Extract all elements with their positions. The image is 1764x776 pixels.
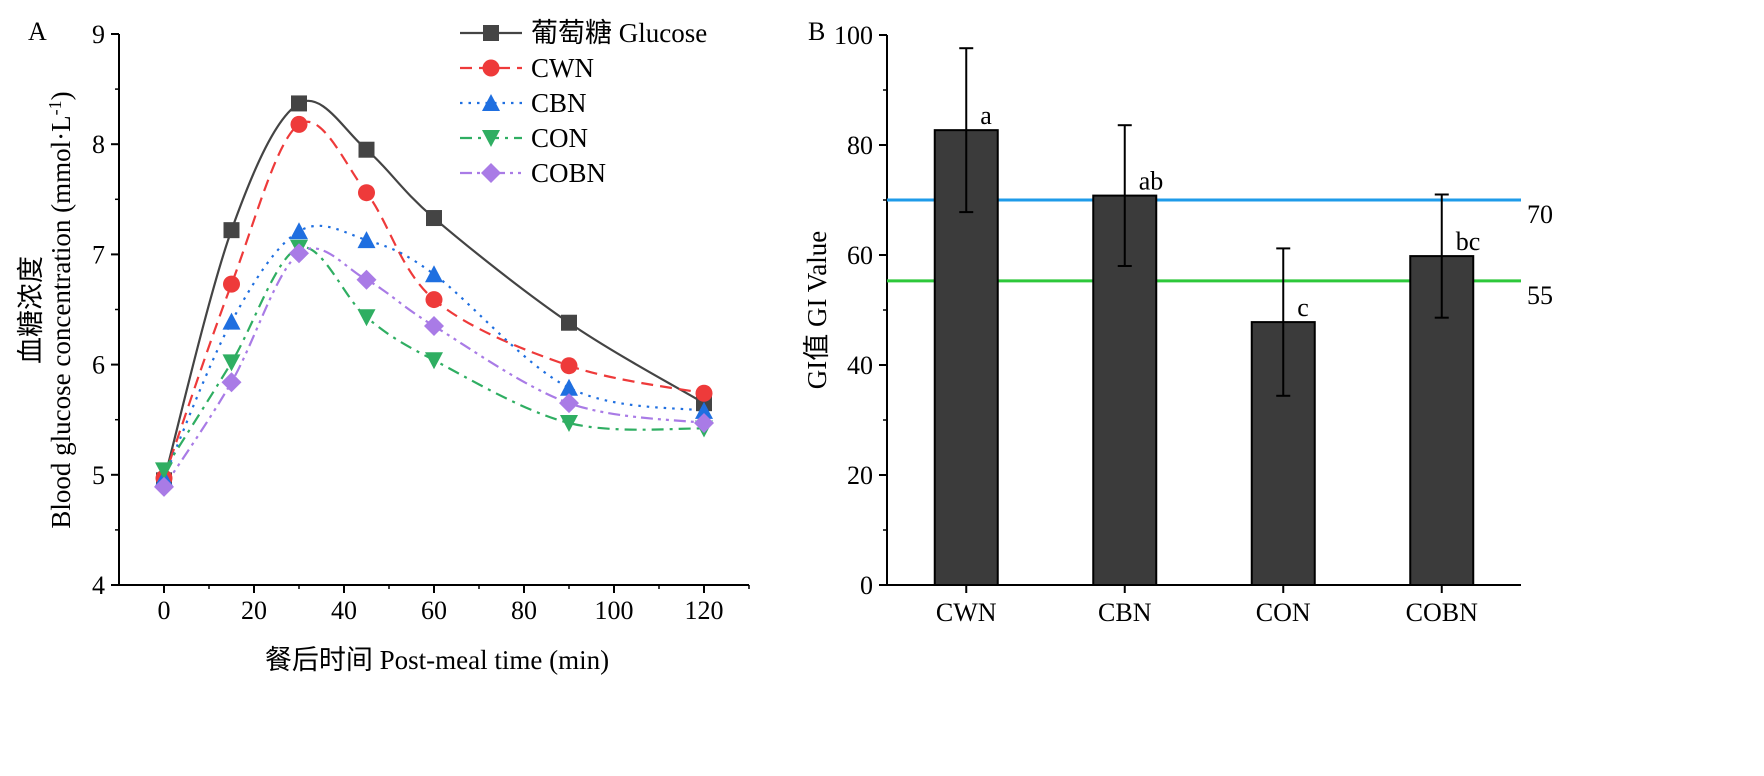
- panel-b-bars: CWN a CBN ab CON c COBN bc: [933, 47, 1481, 627]
- category-label-CBN: CBN: [1098, 598, 1152, 627]
- data-point-series-2: [695, 401, 713, 419]
- panel-a-x-tick-label: 40: [331, 596, 357, 625]
- data-point-series-2: [290, 222, 308, 240]
- panel-a-legend: 葡萄糖 Glucose CWN CBN CON COBN: [460, 18, 707, 188]
- data-point-series-2: [357, 231, 376, 249]
- panel-a-series-markers: [154, 95, 714, 497]
- panel-a-y-tick-label: 7: [92, 240, 105, 269]
- panel-a-y-tick-label: 6: [92, 351, 105, 380]
- legend-marker-2: [482, 94, 500, 111]
- data-point-series-3: [357, 309, 376, 327]
- significance-label-COBN: bc: [1456, 227, 1481, 256]
- category-label-CWN: CWN: [936, 598, 997, 627]
- data-point-series-4: [289, 243, 309, 264]
- panel-b-y-axis-title: GI值 GI Value: [802, 231, 832, 389]
- category-label-COBN: COBN: [1406, 598, 1478, 627]
- category-label-CON: CON: [1256, 598, 1311, 627]
- data-point-series-1: [358, 184, 375, 202]
- data-point-series-4: [221, 372, 242, 393]
- legend-label-3: CON: [531, 123, 588, 153]
- panel-b-y-tick-label: 80: [847, 131, 873, 160]
- panel-b-y-tick-label: 0: [860, 571, 873, 600]
- data-point-series-0: [223, 222, 240, 239]
- legend-label-2: CBN: [531, 88, 587, 118]
- panel-a-y-tick-label: 5: [92, 461, 105, 490]
- significance-label-CWN: a: [980, 101, 992, 130]
- data-point-series-0: [291, 95, 307, 112]
- panel-b-y-tick-label: 40: [847, 351, 873, 380]
- data-point-series-4: [694, 413, 714, 434]
- panel-a-y-axis-title-en: Blood glucose concentration (mmol·L-1): [45, 91, 76, 528]
- legend-label-1: CWN: [531, 53, 594, 83]
- reference-line-label-0: 70: [1527, 200, 1553, 229]
- y-title-en-main: Blood glucose concentration (mmol·L: [46, 115, 76, 528]
- data-point-series-4: [154, 476, 174, 497]
- panel-a-y-tick-label: 8: [92, 130, 105, 159]
- data-point-series-1: [223, 275, 240, 293]
- panel-b-label: B: [808, 17, 825, 46]
- legend-marker-4: [481, 163, 501, 183]
- data-point-series-3: [155, 462, 173, 480]
- data-point-series-1: [425, 291, 443, 309]
- data-point-series-0: [358, 141, 375, 158]
- panel-a-y-tick-label: 4: [92, 571, 105, 600]
- data-point-series-3: [560, 415, 578, 433]
- y-title-en-superscript: -1: [45, 100, 65, 115]
- data-point-series-3: [222, 354, 241, 372]
- data-point-series-1: [290, 115, 308, 133]
- legend-marker-0: [483, 25, 499, 41]
- data-point-series-2: [425, 265, 443, 283]
- data-point-series-1: [560, 357, 578, 375]
- data-point-series-4: [356, 269, 377, 290]
- panel-a-x-tick-label: 60: [421, 596, 447, 625]
- panel-a-y-tick-label: 9: [92, 20, 105, 49]
- panel-b-y-tick-label: 20: [847, 461, 873, 490]
- data-point-series-0: [426, 210, 442, 227]
- reference-line-label-1: 55: [1527, 281, 1553, 310]
- legend-label-4: COBN: [531, 158, 606, 188]
- panel-a-x-tick-label: 0: [158, 596, 171, 625]
- legend-marker-3: [482, 130, 500, 147]
- panel-a-label: A: [28, 17, 47, 46]
- panel-a-x-tick-label: 20: [241, 596, 267, 625]
- series-line-2: [162, 224, 705, 479]
- panel-a-y-axis-title-cn: 血糖浓度: [16, 256, 46, 364]
- data-point-series-2: [222, 312, 241, 330]
- y-title-en-close: ): [46, 91, 76, 100]
- panel-a-axes: 4 5 6 7 8 9 0 20 40 60 80 100 120: [92, 20, 750, 625]
- panel-a-x-tick-label: 120: [685, 596, 724, 625]
- significance-label-CBN: ab: [1139, 167, 1164, 196]
- data-point-series-3: [425, 352, 443, 370]
- series-line-0: [162, 99, 705, 481]
- data-point-series-4: [424, 316, 444, 337]
- legend-marker-1: [482, 59, 500, 77]
- data-point-series-1: [695, 384, 713, 402]
- panel-a-x-axis-title: 餐后时间 Post-meal time (min): [265, 645, 609, 675]
- panel-a-x-tick-label: 80: [511, 596, 537, 625]
- data-point-series-0: [561, 314, 577, 331]
- panel-a-line-chart: A 4 5 6 7 8 9 0 20 40 60 80 100 120 葡萄糖 Glucose CWN CB…: [16, 17, 750, 675]
- data-point-series-4: [559, 393, 579, 414]
- panel-b-y-tick-label: 60: [847, 241, 873, 270]
- panel-b-y-tick-label: 100: [834, 21, 873, 50]
- significance-label-CON: c: [1297, 293, 1309, 322]
- panel-a-x-tick-label: 100: [595, 596, 634, 625]
- data-point-series-2: [560, 378, 578, 396]
- legend-label-0: 葡萄糖 Glucose: [531, 18, 707, 48]
